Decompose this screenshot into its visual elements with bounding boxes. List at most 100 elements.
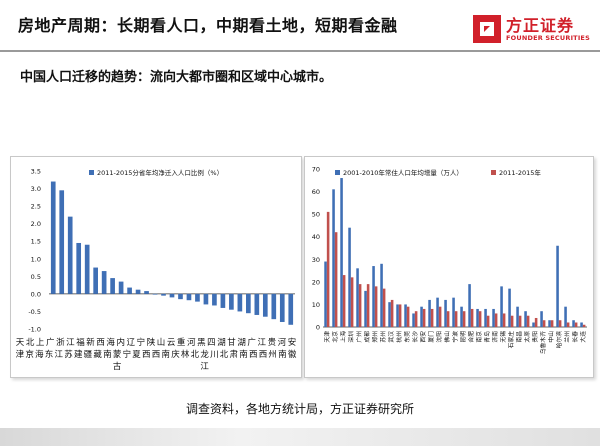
bar-s1-乌鲁木齐 [540, 311, 543, 327]
x-tick-label: 济南 [491, 331, 499, 343]
bar-s1-西安 [420, 306, 423, 327]
bar-s1-合肥 [468, 284, 471, 327]
bar-s1-太原 [524, 311, 527, 327]
y-tick-label: 50 [312, 211, 320, 219]
x-tick-label: 北京 [331, 331, 339, 343]
x-tick-label: 林 [181, 349, 190, 360]
x-tick-label: 乌鲁木齐 [539, 331, 547, 354]
x-tick-label: 江 [66, 338, 75, 348]
bar-s2-中山 [550, 320, 554, 327]
bar-贵州 [271, 293, 277, 320]
x-tick-label: 建 [74, 349, 83, 360]
x-tick-label: 浙 [56, 337, 65, 348]
bar-s2-上海 [342, 275, 346, 327]
x-tick-label: 兰州 [563, 331, 571, 343]
x-tick-label: 天 [16, 338, 25, 348]
legend-swatch-series-1 [335, 170, 340, 175]
bar-s2-佛山 [446, 311, 450, 327]
x-tick-label: 上海 [339, 331, 347, 343]
bar-s2-沈阳 [438, 306, 442, 327]
bar-江苏 [93, 267, 98, 294]
bar-河北 [203, 293, 209, 305]
bar-s2-西安 [422, 308, 426, 327]
x-tick-label: 湖 [217, 338, 226, 348]
x-tick-label: 合肥 [467, 331, 475, 343]
brand-logo-icon [473, 15, 501, 43]
bar-s2-宁波 [454, 311, 458, 327]
bar-s1-中山 [548, 320, 551, 327]
bar-广西 [254, 293, 260, 315]
x-tick-label: 天津 [324, 331, 331, 343]
x-tick-label: 杭州 [395, 331, 403, 343]
y-tick-label: 1.5 [31, 238, 41, 246]
bar-辽宁 [144, 291, 149, 294]
bar-云南 [178, 293, 183, 300]
bar-s2-东莞 [406, 306, 410, 327]
x-tick-label: 宁 [137, 337, 146, 348]
bar-s1-杭州 [396, 304, 399, 327]
x-tick-label: 西安 [419, 331, 427, 343]
x-tick-label: 内 [116, 337, 125, 348]
x-tick-label: 东 [45, 349, 54, 360]
x-tick-label: 四 [207, 338, 216, 348]
x-tick-label: 南 [278, 349, 287, 360]
x-tick-label: 广 [247, 337, 256, 348]
bar-s2-广州 [358, 284, 362, 327]
x-tick-label: 甘 [227, 337, 236, 348]
bar-s1-贵阳 [532, 322, 535, 327]
x-tick-label: 蒙 [113, 349, 122, 360]
bar-吉林 [195, 293, 200, 302]
bar-s2-厦门 [430, 308, 434, 327]
bar-宁夏 [152, 293, 158, 295]
x-tick-label: 北 [191, 350, 200, 360]
bar-江西 [262, 293, 268, 317]
bar-湖北 [229, 293, 234, 310]
bar-s1-济南 [492, 308, 495, 327]
x-tick-label: 长沙 [411, 331, 419, 343]
x-tick-label: 石家庄 [507, 331, 515, 349]
y-tick-label: 30 [312, 256, 320, 264]
bar-s1-武汉 [388, 302, 391, 327]
x-tick-label: 海 [35, 349, 44, 360]
x-tick-label: 宁 [123, 349, 132, 360]
x-tick-label: 肃 [230, 349, 239, 360]
x-tick-label: 沈阳 [435, 331, 443, 343]
x-tick-label: 西 [152, 350, 161, 360]
bar-s1-无锡 [500, 286, 503, 327]
bar-s1-深圳 [348, 227, 351, 327]
brand-logo: 方正证券 FOUNDER SECURITIES [472, 8, 600, 52]
bar-s2-深圳 [350, 277, 354, 327]
bar-s2-苏州 [382, 288, 386, 327]
footer-band [0, 428, 600, 446]
bar-重庆 [186, 293, 192, 301]
x-tick-label: 江 [257, 338, 266, 348]
x-tick-label: 太原 [523, 331, 531, 343]
y-tick-label: 60 [312, 188, 320, 196]
bar-s2-太原 [526, 315, 530, 327]
x-tick-label: 黑 [197, 338, 206, 348]
legend-label: 2011-2015分省年均净迁入人口比例（%） [97, 168, 223, 177]
x-tick-label: 重 [177, 337, 186, 348]
bar-s2-南京 [478, 311, 482, 327]
bar-s1-宁波 [452, 297, 455, 327]
x-tick-label: 龙 [200, 349, 209, 360]
x-tick-label: 州 [268, 350, 277, 360]
bar-s1-青岛 [484, 308, 487, 327]
x-tick-label: 福 [76, 337, 85, 348]
x-tick-label: 中山 [547, 331, 555, 343]
bar-s1-苏州 [380, 263, 383, 327]
bar-s1-天津 [324, 261, 327, 327]
x-tick-label: 西 [142, 350, 151, 360]
y-tick-label: 10 [312, 301, 320, 309]
bar-s2-乌鲁木齐 [542, 320, 546, 327]
x-tick-label: 夏 [132, 350, 141, 360]
x-tick-label: 北 [26, 338, 35, 348]
x-tick-label: 湖 [237, 338, 246, 348]
bar-内蒙古 [135, 289, 141, 294]
brand-logo-subtext: FOUNDER SECURITIES [506, 34, 590, 42]
x-tick-label: 青岛 [483, 331, 491, 343]
x-tick-label: 南 [239, 349, 248, 360]
bar-s1-上海 [340, 178, 343, 327]
bar-河南 [279, 293, 285, 322]
x-tick-label: 疆 [84, 350, 93, 360]
